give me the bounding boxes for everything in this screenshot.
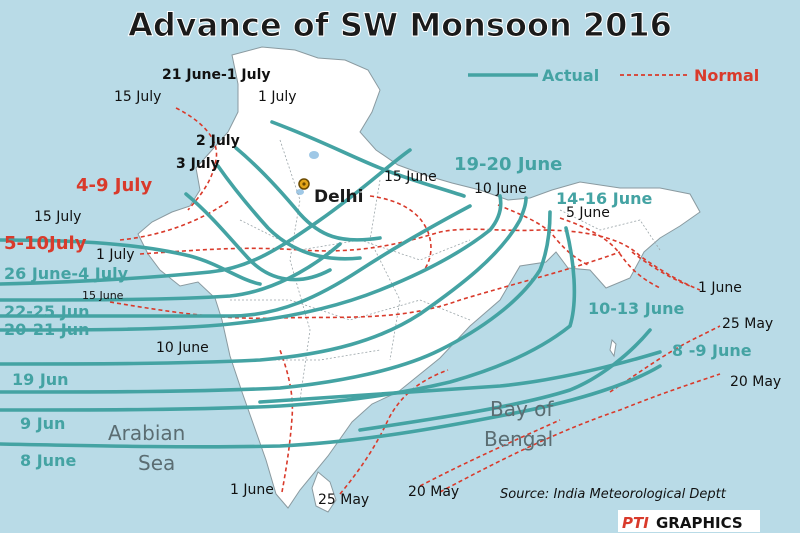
actual-line-9jun	[0, 226, 577, 412]
label-bay-of: Bay of	[490, 397, 554, 421]
label-20-21jun: 20-21 Jun	[4, 320, 89, 339]
actual-line-2jul	[234, 146, 382, 242]
normal-label-15jun-b: 15 June	[82, 289, 124, 302]
label-3jul: 3 July	[176, 156, 220, 172]
normal-label-20may-a: 20 May	[730, 374, 781, 390]
label-19-20jun: 19-20 June	[454, 154, 562, 175]
actual-line-26jun-4jul	[0, 148, 412, 286]
water-labels: Arabian Sea Bay of Bengal	[108, 397, 554, 475]
normal-label-10jun-b: 10 June	[474, 181, 527, 197]
normal-line-15jul-west	[119, 199, 231, 241]
actual-date-labels: 21 June-1 July 2 July 3 July 4-9 July 5-…	[4, 67, 752, 470]
normal-label-15jul-b: 15 July	[34, 209, 81, 225]
normal-label-1jun-b: 1 June	[230, 482, 274, 498]
actual-line-22-25jun	[0, 204, 472, 318]
normal-label-5jun: 5 June	[566, 205, 610, 221]
label-19jun: 19 Jun	[12, 370, 69, 389]
actual-line-8jun	[0, 364, 662, 449]
normal-line-15jun-north	[369, 195, 432, 271]
normal-label-1jun-a: 1 June	[698, 280, 742, 296]
delhi-marker-dot	[302, 182, 306, 186]
normal-label-10jun-a: 10 June	[156, 340, 209, 356]
legend-normal-label: Normal	[694, 66, 759, 85]
normal-line-20may-east	[439, 373, 721, 493]
pti-credit: PTI GRAPHICS	[618, 510, 760, 532]
actual-line-19jun-b	[0, 210, 552, 394]
sri-lanka	[311, 471, 337, 513]
normal-label-15jun-a: 15 June	[384, 169, 437, 185]
actual-line-5-10jul	[0, 238, 262, 286]
label-10-13jun: 10-13 June	[588, 299, 684, 318]
normal-date-labels: 15 July 1 July 15 July 1 July 15 June 15…	[34, 89, 781, 508]
normal-label-1jul: 1 July	[258, 89, 297, 105]
normal-line-15jul-north	[175, 107, 218, 211]
label-21jun-1jul: 21 June-1 July	[162, 67, 271, 83]
label-4-9jul: 4-9 July	[76, 175, 152, 196]
delhi-label: Delhi	[314, 187, 363, 207]
title: Advance of SW Monsoon 2016	[128, 6, 672, 44]
lake	[309, 151, 319, 159]
label-8-9jun: 8 -9 June	[672, 341, 752, 360]
label-5-10jul: 5-10July	[4, 233, 87, 254]
normal-label-25may-a: 25 May	[722, 316, 773, 332]
normal-line-5jun	[559, 217, 661, 289]
actual-line-21jun-1jul	[270, 120, 466, 198]
normal-line-10jun-east	[497, 204, 591, 267]
graphics-label: GRAPHICS	[656, 514, 743, 532]
normal-line-15jun	[139, 228, 701, 291]
label-8jun: 8 June	[20, 451, 76, 470]
label-arabian: Arabian	[108, 421, 185, 445]
normal-line-25may-east	[609, 325, 721, 393]
label-9jun: 9 Jun	[20, 414, 65, 433]
label-22-25jun: 22-25 Jun	[4, 302, 89, 321]
normal-label-1jul-b: 1 July	[96, 247, 135, 263]
actual-line-19jun	[0, 196, 528, 366]
actual-line-4-9jul	[184, 192, 332, 282]
india-landmass	[137, 46, 701, 509]
andaman-islands	[609, 338, 617, 358]
actual-lines	[0, 120, 662, 449]
label-14-16jun: 14-16 June	[556, 189, 652, 208]
actual-line-3jul	[216, 164, 362, 261]
normal-lines	[109, 107, 721, 495]
normal-label-15jul-a: 15 July	[114, 89, 161, 105]
normal-line-25may-south	[339, 369, 449, 495]
source-note: Source: India Meteorological Deptt	[500, 487, 727, 502]
label-2jul: 2 July	[196, 133, 240, 149]
label-sea: Sea	[138, 451, 175, 475]
actual-line-20-21jun	[0, 194, 503, 332]
normal-label-20may-b: 20 May	[408, 484, 459, 500]
pti-credit-bg	[618, 510, 760, 532]
legend-actual-label: Actual	[542, 66, 599, 85]
label-26jun-4jul: 26 June-4 July	[4, 264, 129, 283]
actual-line-10-13jun	[358, 328, 652, 432]
label-bengal: Bengal	[484, 427, 553, 451]
lake	[296, 189, 304, 195]
pti-logo: PTI	[622, 514, 649, 532]
normal-label-25may-b: 25 May	[318, 492, 369, 508]
actual-line-15jun	[0, 242, 342, 302]
legend: Actual Normal	[468, 66, 759, 85]
normal-line-10jun	[109, 251, 621, 320]
